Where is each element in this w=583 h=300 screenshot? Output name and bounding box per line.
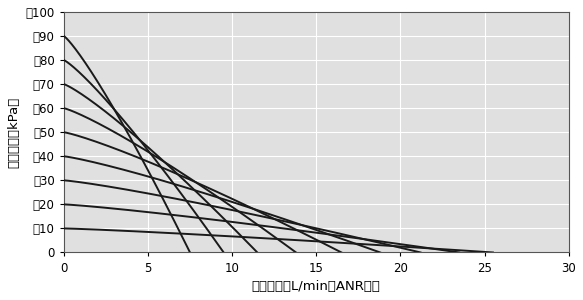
- X-axis label: 吸込流量［L/min（ANR）］: 吸込流量［L/min（ANR）］: [252, 280, 381, 293]
- Y-axis label: 真空圧力［kPa］: 真空圧力［kPa］: [7, 97, 20, 168]
